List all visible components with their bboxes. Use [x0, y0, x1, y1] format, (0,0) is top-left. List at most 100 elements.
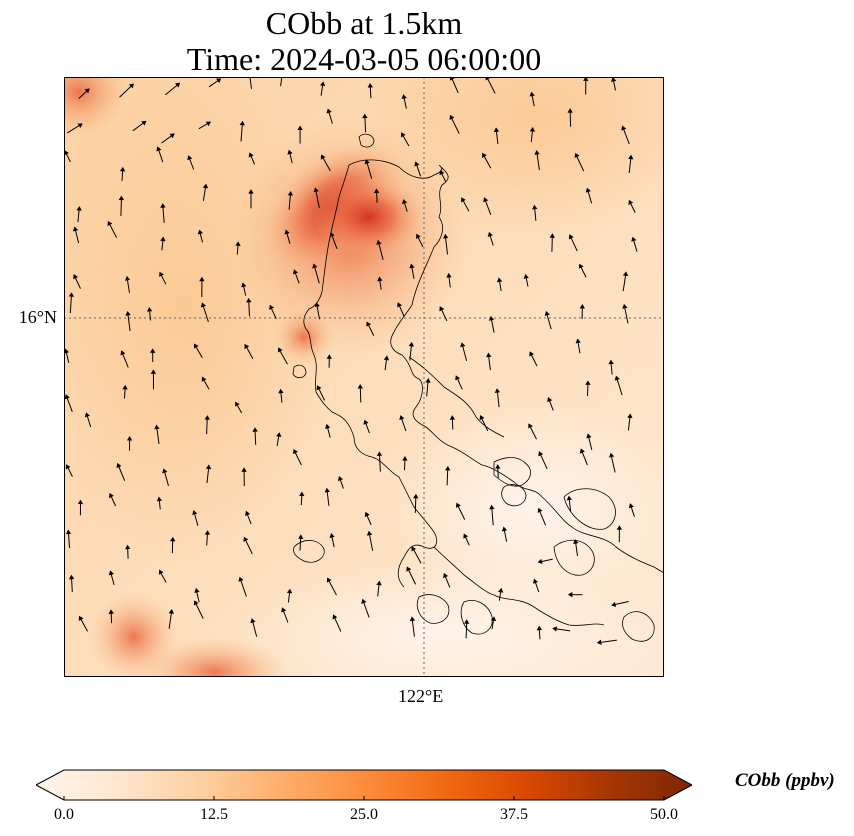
wind-arrow-head — [194, 343, 199, 349]
wind-arrow-shaft — [78, 90, 88, 99]
wind-arrow-shaft — [580, 266, 587, 278]
wind-arrow-head — [446, 272, 452, 278]
wind-arrow-head — [252, 427, 258, 432]
wind-arrow-shaft — [294, 452, 302, 466]
wind-arrow-head — [621, 125, 627, 131]
wind-arrow-head — [119, 166, 126, 172]
wind-arrow-shaft — [203, 379, 210, 390]
wind-arrow-head — [77, 123, 83, 128]
wind-arrow-shaft — [65, 352, 70, 364]
wind-arrow-head — [397, 302, 403, 308]
wind-arrow-head — [529, 351, 535, 357]
wind-arrow-head — [547, 396, 553, 403]
wind-arrow-head — [313, 187, 319, 193]
wind-arrow-shaft — [498, 591, 502, 601]
wind-arrow-shaft — [236, 245, 239, 255]
wind-arrow-head — [299, 491, 305, 497]
wind-arrow-shaft — [485, 200, 492, 215]
colorbar-tick-label: 37.5 — [500, 806, 528, 823]
wind-arrow-head — [65, 464, 71, 470]
wind-arrow-shaft — [496, 392, 500, 408]
wind-arrow-shaft — [369, 534, 374, 551]
wind-arrow-shaft — [280, 392, 283, 403]
wind-arrow-shaft — [445, 237, 448, 255]
wind-arrow-shaft — [248, 301, 250, 317]
wind-arrow-shaft — [411, 620, 415, 637]
wind-arrow-shaft — [623, 129, 630, 145]
wind-arrow-head — [406, 566, 412, 572]
wind-arrow-head — [611, 601, 617, 608]
wind-arrow-shaft — [462, 345, 468, 362]
wind-arrow-shaft — [462, 200, 470, 212]
wind-arrow-head — [552, 626, 558, 632]
wind-arrow-shaft — [328, 112, 333, 124]
wind-arrow-head — [297, 125, 303, 130]
wind-arrow-shaft — [525, 277, 529, 287]
wind-arrow-head — [150, 369, 157, 374]
wind-arrow-shaft — [588, 437, 593, 451]
wind-arrow-head — [192, 510, 198, 516]
wind-arrow-shaft — [327, 427, 331, 438]
wind-arrow-shaft — [164, 84, 178, 96]
colorbar-tick-label: 0.0 — [54, 806, 74, 823]
wind-arrow-head — [108, 609, 114, 614]
wind-arrow-head — [238, 576, 244, 582]
wind-arrow-shaft — [364, 117, 367, 133]
wind-arrow-shaft — [556, 628, 571, 632]
wind-arrow-head — [586, 433, 592, 439]
wind-arrow-shaft — [270, 308, 277, 320]
wind-arrow-shaft — [109, 224, 118, 238]
wind-arrow-shaft — [124, 388, 126, 399]
wind-arrow-head — [364, 511, 370, 518]
wind-arrow-shaft — [488, 356, 491, 371]
wind-arrow-head — [449, 114, 455, 121]
wind-arrow-head — [536, 625, 542, 631]
map-frame — [64, 77, 664, 677]
wind-arrow-shaft — [491, 620, 494, 630]
wind-arrow-shaft — [426, 381, 429, 397]
wind-arrow-shaft — [299, 538, 302, 551]
wind-arrow-head — [108, 570, 114, 576]
wind-arrow-head — [444, 465, 451, 471]
wind-arrow-shaft — [379, 280, 382, 290]
wind-arrow-head — [277, 347, 283, 353]
wind-arrow-head — [312, 263, 318, 269]
wind-arrow-shaft — [366, 515, 372, 526]
wind-arrow-head — [573, 539, 579, 545]
map-panel — [64, 77, 664, 677]
wind-arrow-head — [239, 120, 245, 126]
wind-arrow-head — [401, 199, 408, 205]
wind-arrow-head — [107, 220, 113, 227]
wind-arrow-head — [141, 120, 147, 126]
wind-arrow-shaft — [451, 118, 460, 134]
wind-arrow-head — [487, 231, 493, 237]
wind-arrow-shaft — [164, 472, 169, 487]
wind-arrow-shaft — [616, 379, 623, 396]
wind-arrow-shaft — [611, 456, 616, 473]
wind-arrow-head — [501, 526, 508, 532]
wind-arrow-head — [159, 271, 165, 277]
wind-arrow-head — [128, 83, 134, 89]
wind-arrow-head — [124, 275, 131, 281]
wind-arrow-shaft — [339, 479, 344, 489]
wind-arrow-head — [362, 113, 368, 119]
wind-arrow-shaft — [408, 569, 417, 585]
wind-arrow-shaft — [199, 233, 203, 243]
wind-arrow-shaft — [246, 514, 252, 525]
wind-arrow-head — [216, 78, 222, 84]
wind-arrow-head — [611, 77, 617, 82]
wind-arrow-shaft — [149, 310, 151, 321]
wind-arrow-head — [529, 91, 535, 97]
wind-arrow-head — [361, 598, 367, 604]
wind-arrow-head — [241, 282, 247, 288]
wind-arrow-head — [377, 276, 383, 282]
wind-arrow-head — [287, 149, 293, 155]
wind-arrow-head — [245, 510, 251, 516]
wind-arrow-head — [193, 600, 199, 606]
wind-arrow-head — [204, 530, 211, 535]
wind-arrow-head — [488, 315, 495, 321]
wind-arrow-shaft — [68, 533, 71, 549]
wind-arrow-shaft — [378, 243, 384, 260]
co-field — [64, 77, 664, 677]
latitude-label: 16°N — [18, 307, 57, 327]
